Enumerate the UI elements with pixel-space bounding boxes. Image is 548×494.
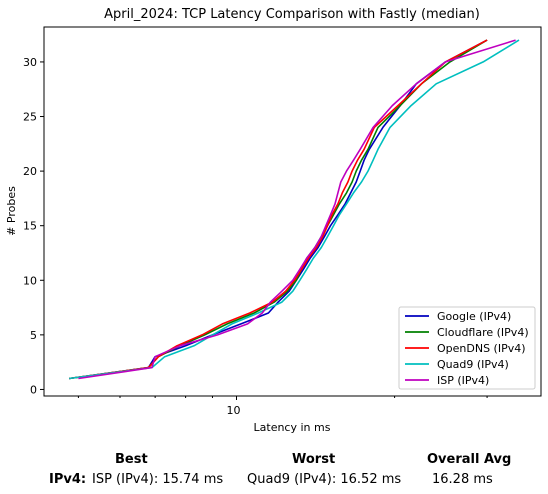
legend-label: Quad9 (IPv4): [437, 358, 509, 371]
x-axis-label: Latency in ms: [254, 421, 331, 434]
y-tick-label: 5: [30, 329, 37, 342]
y-axis-label: # Probes: [5, 186, 18, 236]
legend: Google (IPv4) Cloudflare (IPv4) OpenDNS (I…: [398, 306, 536, 390]
series-line-4: [78, 39, 516, 380]
summary-best-value: ISP (IPv4): 15.74 ms: [92, 472, 224, 487]
plot-area: [43, 26, 542, 397]
legend-box: [398, 306, 536, 390]
series-line-0: [68, 39, 488, 380]
y-tick-label: 25: [23, 111, 37, 124]
legend-label: OpenDNS (IPv4): [437, 342, 526, 355]
summary-avg-value: 16.28 ms: [432, 472, 493, 487]
series-line-2: [68, 39, 488, 380]
series-lines: [68, 39, 520, 380]
legend-label: ISP (IPv4): [437, 374, 489, 387]
chart-title: April_2024: TCP Latency Comparison with …: [104, 7, 480, 22]
legend-label: Google (IPv4): [437, 310, 511, 323]
legend-label: Cloudflare (IPv4): [437, 326, 529, 339]
x-axis: 10: [77, 396, 488, 417]
y-tick-label: 20: [23, 165, 37, 178]
y-tick-label: 15: [23, 220, 37, 233]
summary-worst-header: Worst: [292, 452, 336, 467]
y-tick-label: 0: [30, 383, 37, 396]
y-tick-label: 30: [23, 56, 37, 69]
x-tick-label: 10: [227, 404, 241, 417]
y-tick-label: 10: [23, 274, 37, 287]
summary-avg-header: Overall Avg: [427, 452, 512, 467]
summary-worst-value: Quad9 (IPv4): 16.52 ms: [247, 472, 402, 487]
summary-row-label: IPv4:: [49, 472, 87, 487]
summary-best-header: Best: [115, 452, 148, 467]
y-axis: 0 5 10 15 20 25 30: [23, 56, 44, 396]
series-line-3: [68, 39, 520, 380]
